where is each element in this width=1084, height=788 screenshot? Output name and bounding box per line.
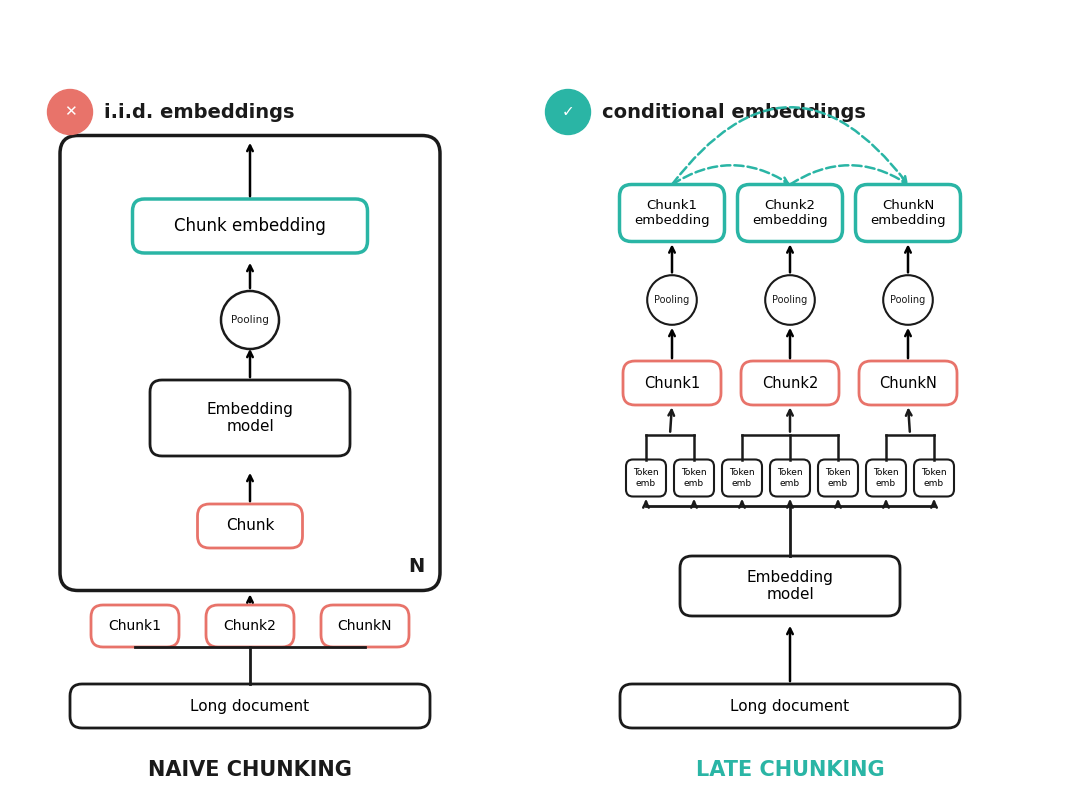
Text: Token
emb: Token emb xyxy=(730,468,754,488)
FancyBboxPatch shape xyxy=(859,361,957,405)
Text: Chunk2: Chunk2 xyxy=(762,376,818,391)
FancyBboxPatch shape xyxy=(619,184,724,241)
FancyBboxPatch shape xyxy=(150,380,350,456)
Text: Chunk2
embedding: Chunk2 embedding xyxy=(752,199,828,227)
Circle shape xyxy=(221,291,279,349)
Text: Chunk1: Chunk1 xyxy=(108,619,162,633)
Text: Chunk: Chunk xyxy=(225,519,274,533)
Text: Pooling: Pooling xyxy=(655,295,689,305)
FancyBboxPatch shape xyxy=(680,556,900,616)
FancyBboxPatch shape xyxy=(741,361,839,405)
Circle shape xyxy=(883,275,933,325)
Text: Embedding
model: Embedding model xyxy=(207,402,294,434)
Text: Chunk2: Chunk2 xyxy=(223,619,276,633)
FancyBboxPatch shape xyxy=(620,684,960,728)
FancyBboxPatch shape xyxy=(866,459,906,496)
Text: ChunkN: ChunkN xyxy=(338,619,392,633)
Text: Token
emb: Token emb xyxy=(681,468,707,488)
Text: Token
emb: Token emb xyxy=(874,468,899,488)
FancyBboxPatch shape xyxy=(206,605,294,647)
Text: NAIVE CHUNKING: NAIVE CHUNKING xyxy=(149,760,352,780)
Text: ChunkN
embedding: ChunkN embedding xyxy=(870,199,946,227)
FancyBboxPatch shape xyxy=(722,459,762,496)
Text: ✕: ✕ xyxy=(64,105,76,120)
Text: conditional embeddings: conditional embeddings xyxy=(602,102,866,121)
FancyBboxPatch shape xyxy=(855,184,960,241)
Text: Embedding
model: Embedding model xyxy=(747,570,834,602)
Circle shape xyxy=(765,275,815,325)
Text: Pooling: Pooling xyxy=(231,315,269,325)
FancyBboxPatch shape xyxy=(770,459,810,496)
Text: Pooling: Pooling xyxy=(890,295,926,305)
Text: Token
emb: Token emb xyxy=(921,468,946,488)
Circle shape xyxy=(545,90,591,135)
FancyBboxPatch shape xyxy=(914,459,954,496)
Text: Token
emb: Token emb xyxy=(825,468,851,488)
Text: ChunkN: ChunkN xyxy=(879,376,937,391)
Text: Chunk1
embedding: Chunk1 embedding xyxy=(634,199,710,227)
FancyBboxPatch shape xyxy=(60,136,440,590)
Text: ✓: ✓ xyxy=(562,105,575,120)
FancyBboxPatch shape xyxy=(674,459,714,496)
Text: Token
emb: Token emb xyxy=(633,468,659,488)
FancyBboxPatch shape xyxy=(818,459,859,496)
FancyBboxPatch shape xyxy=(132,199,367,253)
Text: Long document: Long document xyxy=(731,698,850,713)
FancyBboxPatch shape xyxy=(70,684,430,728)
Text: Chunk1: Chunk1 xyxy=(644,376,700,391)
FancyBboxPatch shape xyxy=(737,184,842,241)
FancyBboxPatch shape xyxy=(91,605,179,647)
FancyBboxPatch shape xyxy=(625,459,666,496)
Text: Pooling: Pooling xyxy=(773,295,808,305)
Circle shape xyxy=(647,275,697,325)
FancyBboxPatch shape xyxy=(321,605,409,647)
Text: N: N xyxy=(409,556,425,575)
Circle shape xyxy=(48,90,92,135)
FancyBboxPatch shape xyxy=(623,361,721,405)
FancyBboxPatch shape xyxy=(197,504,302,548)
Text: Long document: Long document xyxy=(191,698,310,713)
Text: i.i.d. embeddings: i.i.d. embeddings xyxy=(104,102,295,121)
Text: LATE CHUNKING: LATE CHUNKING xyxy=(696,760,885,780)
Text: Chunk embedding: Chunk embedding xyxy=(175,217,326,235)
Text: Token
emb: Token emb xyxy=(777,468,803,488)
